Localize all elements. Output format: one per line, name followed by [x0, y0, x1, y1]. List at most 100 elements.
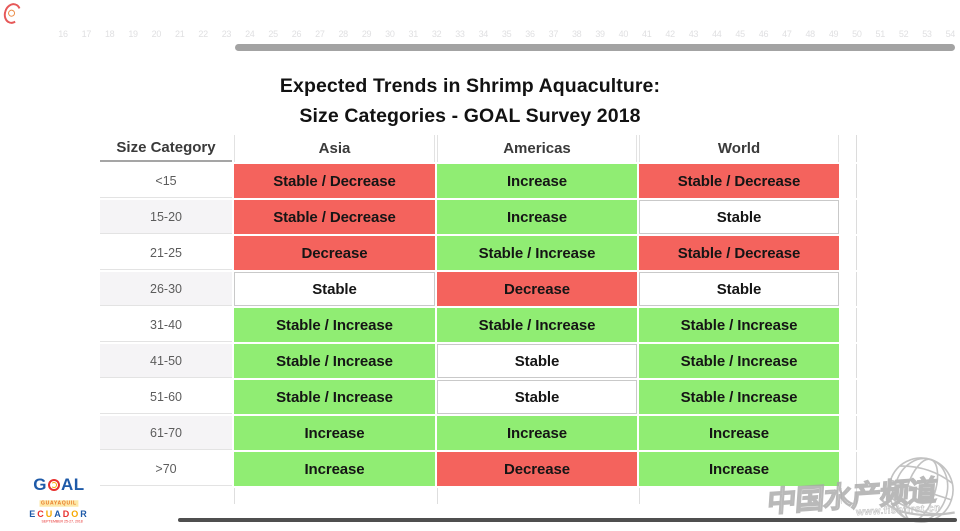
- partial-row-cell: [437, 488, 637, 504]
- table-edge-cell: [841, 236, 857, 270]
- table-edge-cell: [841, 344, 857, 378]
- goal-logo-country-letter: C: [37, 509, 46, 519]
- ruler-number: 47: [782, 29, 792, 39]
- goal-logo-country-letter: E: [29, 509, 38, 519]
- ruler-number: 31: [408, 29, 419, 39]
- trend-cell-asia: Stable / Increase: [234, 308, 435, 342]
- ruler-number: 19: [128, 29, 138, 39]
- ruler-number: 29: [361, 29, 372, 39]
- ruler-number: 36: [525, 29, 535, 39]
- row-header-size: 61-70: [100, 416, 232, 450]
- ruler-number: 49: [828, 29, 839, 39]
- goal-logo-word: G AL: [24, 476, 94, 493]
- table-edge-header-cell: [841, 135, 857, 162]
- trend-cell-world: Stable: [639, 272, 839, 306]
- ruler-number: 28: [338, 29, 348, 39]
- column-header-americas: Americas: [437, 135, 637, 162]
- ruler-number: 41: [642, 29, 652, 39]
- ruler-number: 40: [618, 29, 629, 39]
- ruler-number: 32: [431, 29, 442, 39]
- table-edge-cell: [841, 416, 857, 450]
- partial-row-cell: [234, 488, 435, 504]
- goal-logo-country-letter: O: [71, 509, 81, 519]
- ruler-number: 43: [688, 29, 699, 39]
- row-header-size: 31-40: [100, 308, 232, 342]
- row-header-size: >70: [100, 452, 232, 486]
- ruler-number: 35: [501, 29, 512, 39]
- chart-title-line1: Expected Trends in Shrimp Aquaculture:: [279, 75, 661, 97]
- partial-row-cell: [639, 488, 839, 504]
- ruler-number: 44: [712, 29, 722, 39]
- ruler-number: 20: [151, 29, 162, 39]
- ruler-number: 21: [175, 29, 185, 39]
- ruler-number: 23: [221, 29, 232, 39]
- trend-cell-americas: Decrease: [437, 272, 637, 306]
- ruler: 16 17 18 19 20 21 22 23 24 25 26 27 28 29 30 31 32 33 34 35…: [0, 29, 960, 41]
- trend-cell-asia: Stable / Decrease: [234, 164, 435, 198]
- trend-cell-world: Stable / Decrease: [639, 164, 839, 198]
- ruler-number: 37: [548, 29, 559, 39]
- goal-logo-country: ECUADOR: [24, 510, 94, 519]
- ruler-number: 53: [922, 29, 932, 39]
- table-edge-cell: [841, 452, 857, 486]
- trend-cell-world: Stable: [639, 200, 839, 234]
- ruler-number: 34: [478, 29, 489, 39]
- ruler-number: 18: [104, 29, 115, 39]
- shrimp-ring-icon: [48, 478, 61, 491]
- ruler-number: 16: [58, 29, 68, 39]
- trend-cell-americas: Stable / Increase: [437, 236, 637, 270]
- column-header-asia: Asia: [234, 135, 435, 162]
- table-edge-cell: [841, 200, 857, 234]
- trend-cell-asia: Stable / Decrease: [234, 200, 435, 234]
- trend-cell-world: Increase: [639, 452, 839, 486]
- trend-cell-asia: Stable: [234, 272, 435, 306]
- row-header-size: 26-30: [100, 272, 232, 306]
- ruler-number: 27: [315, 29, 325, 39]
- table-edge-cell: [841, 272, 857, 306]
- ruler-number: 22: [198, 29, 208, 39]
- ruler-number: 33: [455, 29, 465, 39]
- ruler-number: 50: [852, 29, 862, 39]
- trend-cell-americas: Decrease: [437, 452, 637, 486]
- ruler-number: 48: [805, 29, 815, 39]
- partial-row-edge-cell: [841, 488, 857, 504]
- goal-logo-country-letter: A: [54, 509, 63, 519]
- trend-cell-americas: Stable / Increase: [437, 308, 637, 342]
- ruler-number: 39: [595, 29, 605, 39]
- partial-row-size-cell: [100, 488, 232, 504]
- top-scrollbar-thumb[interactable]: [235, 44, 955, 51]
- goal-logo-country-letter: D: [62, 509, 72, 519]
- table-edge-cell: [841, 308, 857, 342]
- trend-cell-world: Stable / Increase: [639, 308, 839, 342]
- row-header-size: 21-25: [100, 236, 232, 270]
- watermark: 中国水产频道 www.fishfirst.cn: [765, 455, 958, 524]
- trends-table: Size Category Asia Americas World <15 Stable …: [100, 135, 857, 504]
- ruler-number: 51: [875, 29, 886, 39]
- ruler-number: 46: [758, 29, 769, 39]
- row-header-size: 15-20: [100, 200, 232, 234]
- ruler-number: 24: [245, 29, 255, 39]
- trend-cell-americas: Increase: [437, 164, 637, 198]
- table-edge-cell: [841, 164, 857, 198]
- goal-logo-letters-al: AL: [61, 475, 85, 494]
- table-edge-cell: [841, 380, 857, 414]
- row-header-size: 51-60: [100, 380, 232, 414]
- ruler-number: 45: [735, 29, 745, 39]
- chart-title-line2: Size Categories - GOAL Survey 2018: [299, 105, 641, 127]
- goal-logo-letter-g: G: [33, 475, 48, 494]
- trend-cell-world: Stable / Increase: [639, 380, 839, 414]
- trend-cell-world: Increase: [639, 416, 839, 450]
- ruler-number: 17: [81, 29, 92, 39]
- row-header-size: 41-50: [100, 344, 232, 378]
- goal-logo: G AL GUAYAQUIL ECUADOR SEPTEMBER 25-27, …: [24, 476, 94, 527]
- bottom-scrollbar-thumb[interactable]: [178, 518, 957, 522]
- ruler-number: 42: [665, 29, 675, 39]
- trend-cell-world: Stable / Increase: [639, 344, 839, 378]
- goal-logo-country-letter: R: [80, 509, 89, 519]
- ruler-number: 52: [898, 29, 909, 39]
- goal-logo-date: SEPTEMBER 25-27, 2018: [41, 520, 83, 524]
- trend-cell-americas: Stable: [437, 344, 637, 378]
- chart-title: Expected Trends in Shrimp Aquaculture: S…: [110, 71, 830, 131]
- trend-cell-asia: Stable / Increase: [234, 380, 435, 414]
